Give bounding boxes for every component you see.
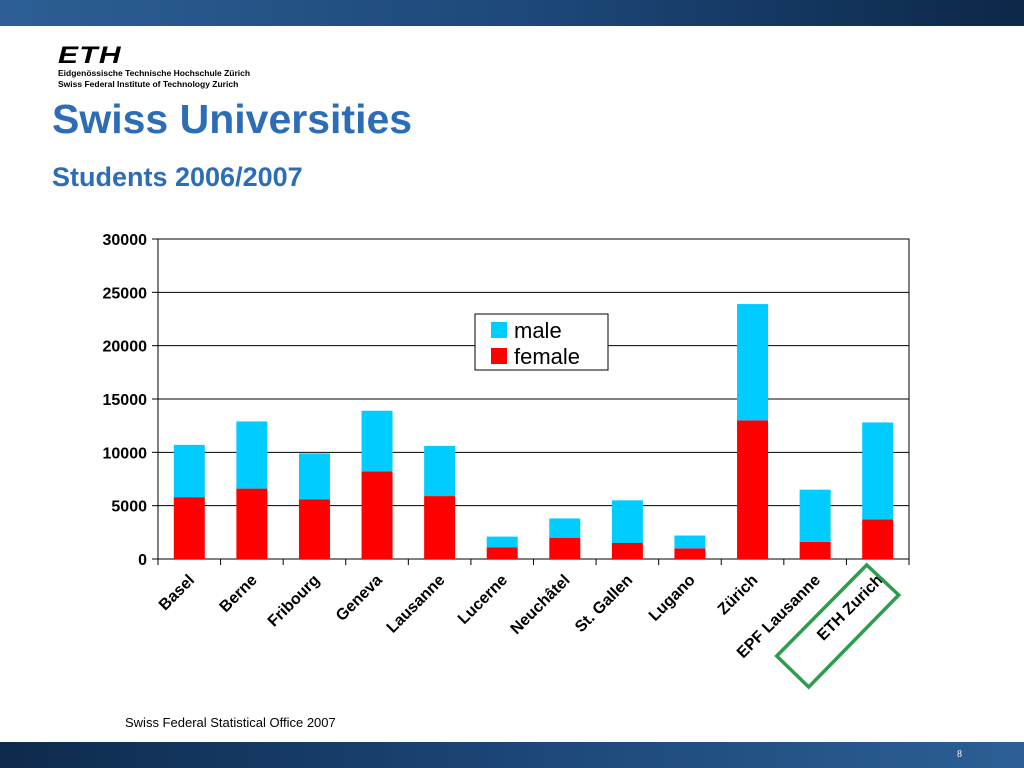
bar-female xyxy=(298,499,330,559)
x-category-label: Berne xyxy=(217,572,261,616)
y-tick-label: 20000 xyxy=(103,339,148,356)
bar-female xyxy=(173,497,205,559)
slide-title: Swiss Universities xyxy=(52,96,413,142)
bar-male xyxy=(424,445,456,497)
source-note: Swiss Federal Statistical Office 2007 xyxy=(125,715,336,730)
x-category-label: Lausanne xyxy=(384,572,449,637)
students-chart: 0 5000 10000 15000 20000 25000 30000 Basel Bern… xyxy=(103,232,910,690)
x-category-label: Basel xyxy=(156,572,198,614)
bar-male xyxy=(611,500,643,543)
highlight-box xyxy=(774,562,902,690)
legend-swatch-male xyxy=(491,322,507,338)
slide-subtitle: Students 2006/2007 xyxy=(52,162,303,192)
logo-line-german: Eidgenössische Technische Hochschule Zür… xyxy=(58,68,251,78)
bar-female xyxy=(737,420,769,559)
eth-logo: ETH Eidgenössische Technische Hochschule… xyxy=(58,44,250,90)
bar-male xyxy=(862,422,894,520)
y-axis-ticks: 0 5000 10000 15000 20000 25000 30000 xyxy=(103,232,158,569)
bar-male xyxy=(236,421,268,489)
bar-female xyxy=(549,537,581,559)
x-category-label: Neuchâtel xyxy=(508,572,574,638)
y-tick-label: 5000 xyxy=(111,499,147,516)
bar-female xyxy=(799,541,831,559)
y-tick-label: 15000 xyxy=(103,392,148,409)
bar-male xyxy=(737,304,769,421)
legend-label-male: male xyxy=(514,318,562,343)
page-number: 8 xyxy=(957,749,962,760)
y-tick-label: 30000 xyxy=(103,232,148,249)
eth-logo-mark: ETH xyxy=(58,42,122,69)
bar-male xyxy=(674,535,706,549)
bar-female xyxy=(424,496,456,559)
x-category-label: Geneva xyxy=(333,572,386,625)
y-tick-label: 0 xyxy=(138,552,147,569)
bar-female xyxy=(486,547,518,559)
bar-male xyxy=(298,453,330,500)
bar-male xyxy=(549,518,581,538)
legend-label-female: female xyxy=(514,344,580,369)
eth-zurich-highlight-frame xyxy=(774,562,902,690)
x-category-label: Lugano xyxy=(646,572,699,625)
bar-female xyxy=(611,543,643,559)
bar-male xyxy=(799,489,831,542)
bottom-banner: 8 xyxy=(0,742,1024,768)
y-tick-label: 25000 xyxy=(103,285,148,302)
logo-line-english: Swiss Federal Institute of Technology Zu… xyxy=(58,79,239,89)
bar-male xyxy=(173,444,205,498)
legend-swatch-female xyxy=(491,348,507,364)
top-banner xyxy=(0,0,1024,26)
x-category-label: Zürich xyxy=(715,572,762,619)
bar-male xyxy=(361,410,393,472)
bar-female xyxy=(236,488,268,559)
bar-female xyxy=(674,548,706,559)
bar-female xyxy=(361,471,393,559)
x-category-label: Fribourg xyxy=(265,572,324,631)
bar-male xyxy=(486,536,518,548)
bars xyxy=(173,304,894,559)
x-category-label: St. Gallen xyxy=(572,572,636,636)
bar-female xyxy=(862,519,894,559)
y-tick-label: 10000 xyxy=(103,445,148,462)
x-category-label: Lucerne xyxy=(455,572,511,628)
